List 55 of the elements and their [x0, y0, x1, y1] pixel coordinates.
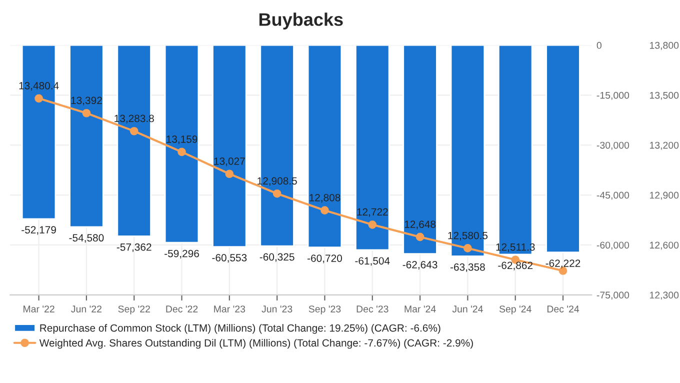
- x-tick-label: Sep '22: [118, 306, 150, 314]
- data-label: -62,643: [402, 260, 438, 270]
- x-tick-label: Sep '23: [308, 306, 341, 314]
- y-tick-label: -30,000: [596, 142, 630, 150]
- x-tick-label: Sep '24: [499, 306, 532, 314]
- x-tick-label: Dec '24: [547, 306, 580, 312]
- x-tick-label: Dec '23: [356, 306, 388, 312]
- data-label: -62,862: [498, 262, 532, 270]
- data-label: -61,504: [355, 257, 390, 266]
- data-label: -59,296: [164, 250, 199, 258]
- y2-tick-label: 13,200: [650, 142, 679, 150]
- data-label: 13,159: [166, 136, 198, 144]
- point: [178, 148, 186, 156]
- y2-tick-label: 12,300: [650, 292, 679, 300]
- data-label: 12,722: [357, 208, 388, 217]
- y-tick-label: -60,000: [596, 242, 630, 250]
- legend-label: Weighted Avg. Shares Outstanding Dil (LTM) (Millions) (Total Change: -7.67%) (CAGR: -2.9%): [39, 338, 473, 349]
- chart-title: Buybacks: [259, 12, 343, 30]
- data-label: 12,648: [404, 220, 436, 230]
- point: [320, 206, 329, 215]
- legend-label: Repurchase of Common Stock (LTM) (Millions) (Total Change: 19.25%) (CAGR: -6.6%): [40, 324, 440, 334]
- data-label: 13,392: [71, 96, 102, 106]
- y2-tick-label: 12,900: [650, 192, 679, 200]
- data-label: -62,222: [546, 260, 580, 268]
- data-label: 12,808: [310, 194, 340, 203]
- point: [34, 94, 43, 103]
- point: [130, 126, 138, 136]
- y2-tick-label: 13,800: [650, 42, 679, 50]
- point: [82, 108, 91, 118]
- point: [225, 170, 234, 178]
- point: [464, 244, 472, 252]
- y2-tick-label: 13,500: [650, 92, 679, 100]
- data-label: -52,179: [22, 226, 56, 235]
- point: [272, 189, 282, 198]
- x-tick-label: Mar '24: [404, 306, 436, 312]
- y-tick-label: -75,000: [596, 292, 630, 300]
- data-label: -60,720: [308, 254, 342, 264]
- point: [368, 220, 377, 229]
- data-label: -63,358: [450, 263, 485, 272]
- y-tick-label: -45,000: [596, 192, 630, 200]
- data-label: 13,027: [214, 158, 245, 166]
- data-label: -60,553: [212, 254, 247, 263]
- x-tick-label: Mar '22: [24, 306, 54, 312]
- x-tick-label: Dec '22: [166, 306, 198, 312]
- data-label: -60,325: [260, 253, 294, 262]
- y2-tick-label: 12,600: [650, 242, 679, 250]
- x-tick-label: Mar '23: [214, 306, 246, 312]
- x-tick-label: Jun '24: [452, 306, 483, 312]
- x-tick-label: Jun '23: [262, 306, 292, 312]
- data-label: -54,580: [69, 234, 104, 243]
- data-label: -57,362: [116, 243, 152, 252]
- x-tick-label: Jun '22: [71, 306, 102, 312]
- y-tick-label: -15,000: [596, 92, 630, 100]
- y-tick-label: 0: [596, 42, 602, 49]
- point: [416, 232, 424, 242]
